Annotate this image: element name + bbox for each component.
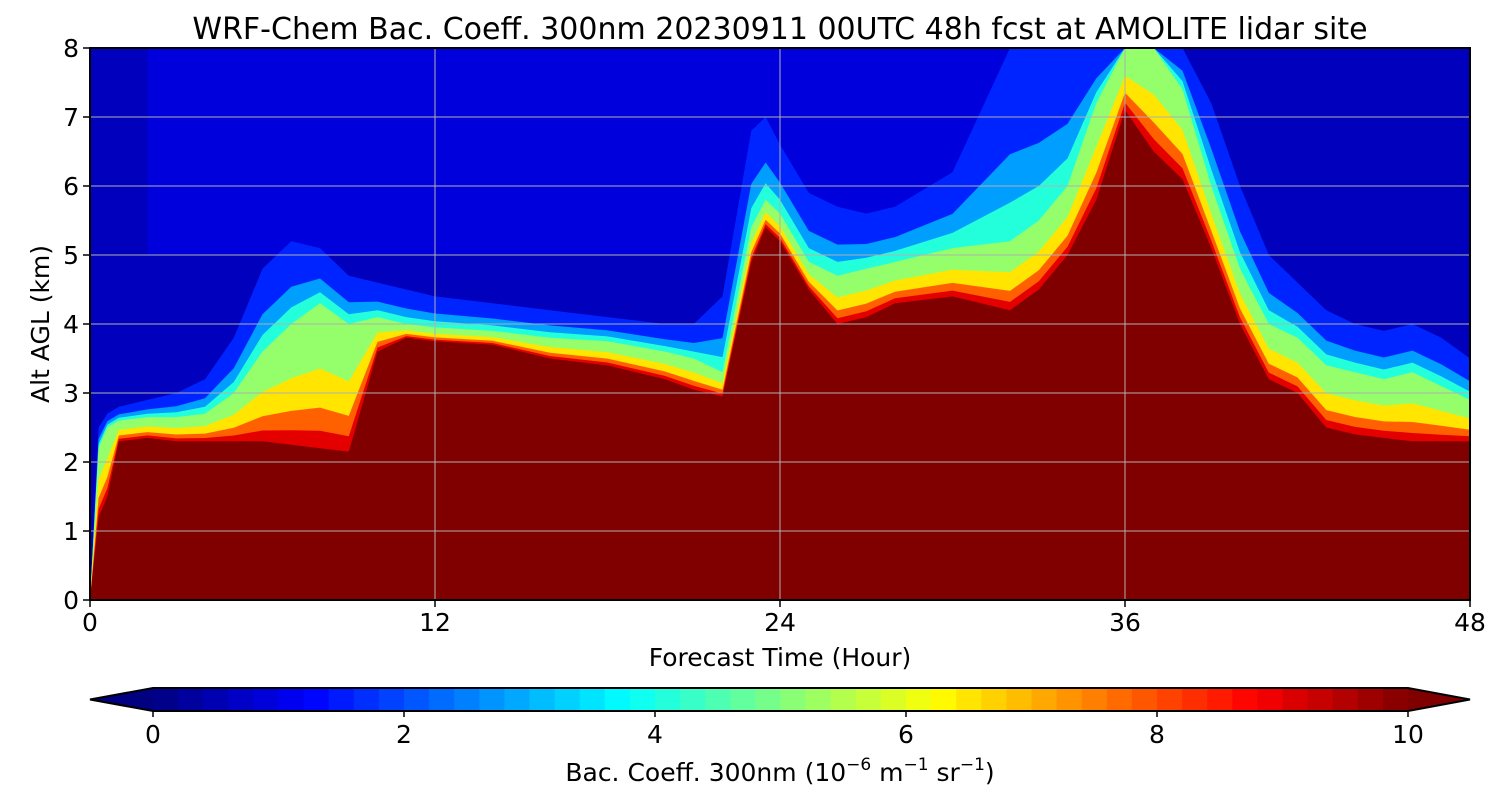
colorbar-segment [479, 688, 505, 711]
y-axis-label: Alt AGL (km) [26, 245, 55, 403]
colorbar-segment [1382, 688, 1409, 711]
colorbar-ticks: 0 2 4 6 8 10 [145, 711, 1424, 749]
colorbar-segment [855, 688, 882, 711]
colorbar-segment [1157, 688, 1183, 711]
x-tick-label: 36 [1109, 608, 1141, 637]
colorbar-segment [328, 688, 355, 711]
colorbar-segment [1232, 688, 1258, 711]
colorbar-segment [1257, 688, 1284, 711]
colorbar-label-exp2: −1 [904, 755, 929, 775]
y-tick-label: 4 [63, 310, 79, 339]
colorbar-segment [1357, 688, 1384, 711]
colorbar-segment [655, 688, 681, 711]
colorbar-segment [429, 688, 455, 711]
y-tick-label: 6 [63, 172, 79, 201]
x-tick-label: 0 [82, 608, 98, 637]
colorbar-segment [880, 688, 907, 711]
colorbar-segment [1056, 688, 1083, 711]
colorbar-segment [730, 688, 756, 711]
y-tick-label: 0 [63, 586, 79, 615]
colorbar-tick-label: 0 [145, 720, 161, 749]
colorbar-segment [1307, 688, 1334, 711]
colorbar-tick-label: 2 [396, 720, 412, 749]
y-tick-label: 5 [63, 241, 79, 270]
colorbar-segment [1182, 688, 1208, 711]
colorbar-label-mid: m [871, 758, 903, 787]
colorbar-label-exp3: −1 [960, 755, 985, 775]
colorbar-segment [303, 688, 330, 711]
colorbar-label-exp1: −6 [846, 755, 871, 775]
colorbar-segment [228, 688, 254, 711]
colorbar-tick-label: 4 [647, 720, 663, 749]
colorbar-tick-label: 10 [1392, 720, 1424, 749]
colorbar-segment [1131, 688, 1158, 711]
y-tick-label: 2 [63, 448, 79, 477]
colorbar-extend-min [90, 688, 153, 711]
colorbar-segment [1031, 688, 1058, 711]
colorbar-label-end: ) [985, 758, 995, 787]
colorbar-segment [629, 688, 656, 711]
colorbar-segment [981, 688, 1007, 711]
colorbar-segment [604, 688, 631, 711]
colorbar-segment [454, 688, 480, 711]
chart-title: WRF-Chem Bac. Coeff. 300nm 20230911 00UT… [192, 12, 1367, 47]
colorbar-segment [554, 688, 581, 711]
x-tick-label: 12 [419, 608, 451, 637]
colorbar-segment [1282, 688, 1309, 711]
y-tick-label: 8 [63, 34, 79, 63]
x-tick-label: 24 [764, 608, 796, 637]
colorbar-segment [780, 688, 807, 711]
colorbar-segment [353, 688, 380, 711]
colorbar-tick-label: 6 [898, 720, 914, 749]
colorbar-segment [931, 688, 957, 711]
x-axis-label: Forecast Time (Hour) [649, 643, 912, 672]
y-tick-label: 1 [63, 517, 79, 546]
x-tick-label: 48 [1454, 608, 1486, 637]
colorbar-extend-max [1408, 688, 1470, 711]
x-axis: 0 12 24 36 48 [82, 600, 1486, 637]
y-tick-label: 3 [63, 379, 79, 408]
y-tick-label: 7 [63, 103, 79, 132]
colorbar [89, 687, 1471, 712]
colorbar-segment [253, 688, 280, 711]
colorbar-segment [579, 688, 606, 711]
colorbar-segment [1332, 688, 1359, 711]
colorbar-tick-label: 8 [1149, 720, 1165, 749]
colorbar-segment [830, 688, 857, 711]
colorbar-segment [705, 688, 731, 711]
colorbar-segment [504, 688, 531, 711]
colorbar-label-main: Bac. Coeff. 300nm (10 [565, 758, 846, 787]
colorbar-segment [805, 688, 832, 711]
colorbar-segment [1106, 688, 1133, 711]
colorbar-segment [378, 688, 405, 711]
colorbar-segment [529, 688, 556, 711]
colorbar-segment [404, 688, 430, 711]
colorbar-segment [1207, 688, 1233, 711]
colorbar-segment [153, 688, 179, 711]
colorbar-segment [178, 688, 204, 711]
colorbar-segment [278, 688, 305, 711]
y-axis: 0 1 2 3 4 5 6 7 8 [63, 34, 90, 615]
colorbar-segment [956, 688, 982, 711]
colorbar-label: Bac. Coeff. 300nm (10−6 m−1 sr−1) [565, 755, 994, 787]
colorbar-segment [1081, 688, 1108, 711]
colorbar-segment [203, 688, 229, 711]
colorbar-segment [755, 688, 782, 711]
colorbar-label-mid2: sr [929, 758, 961, 787]
colorbar-segment [906, 688, 932, 711]
colorbar-segment [680, 688, 706, 711]
colorbar-segment [1006, 688, 1033, 711]
